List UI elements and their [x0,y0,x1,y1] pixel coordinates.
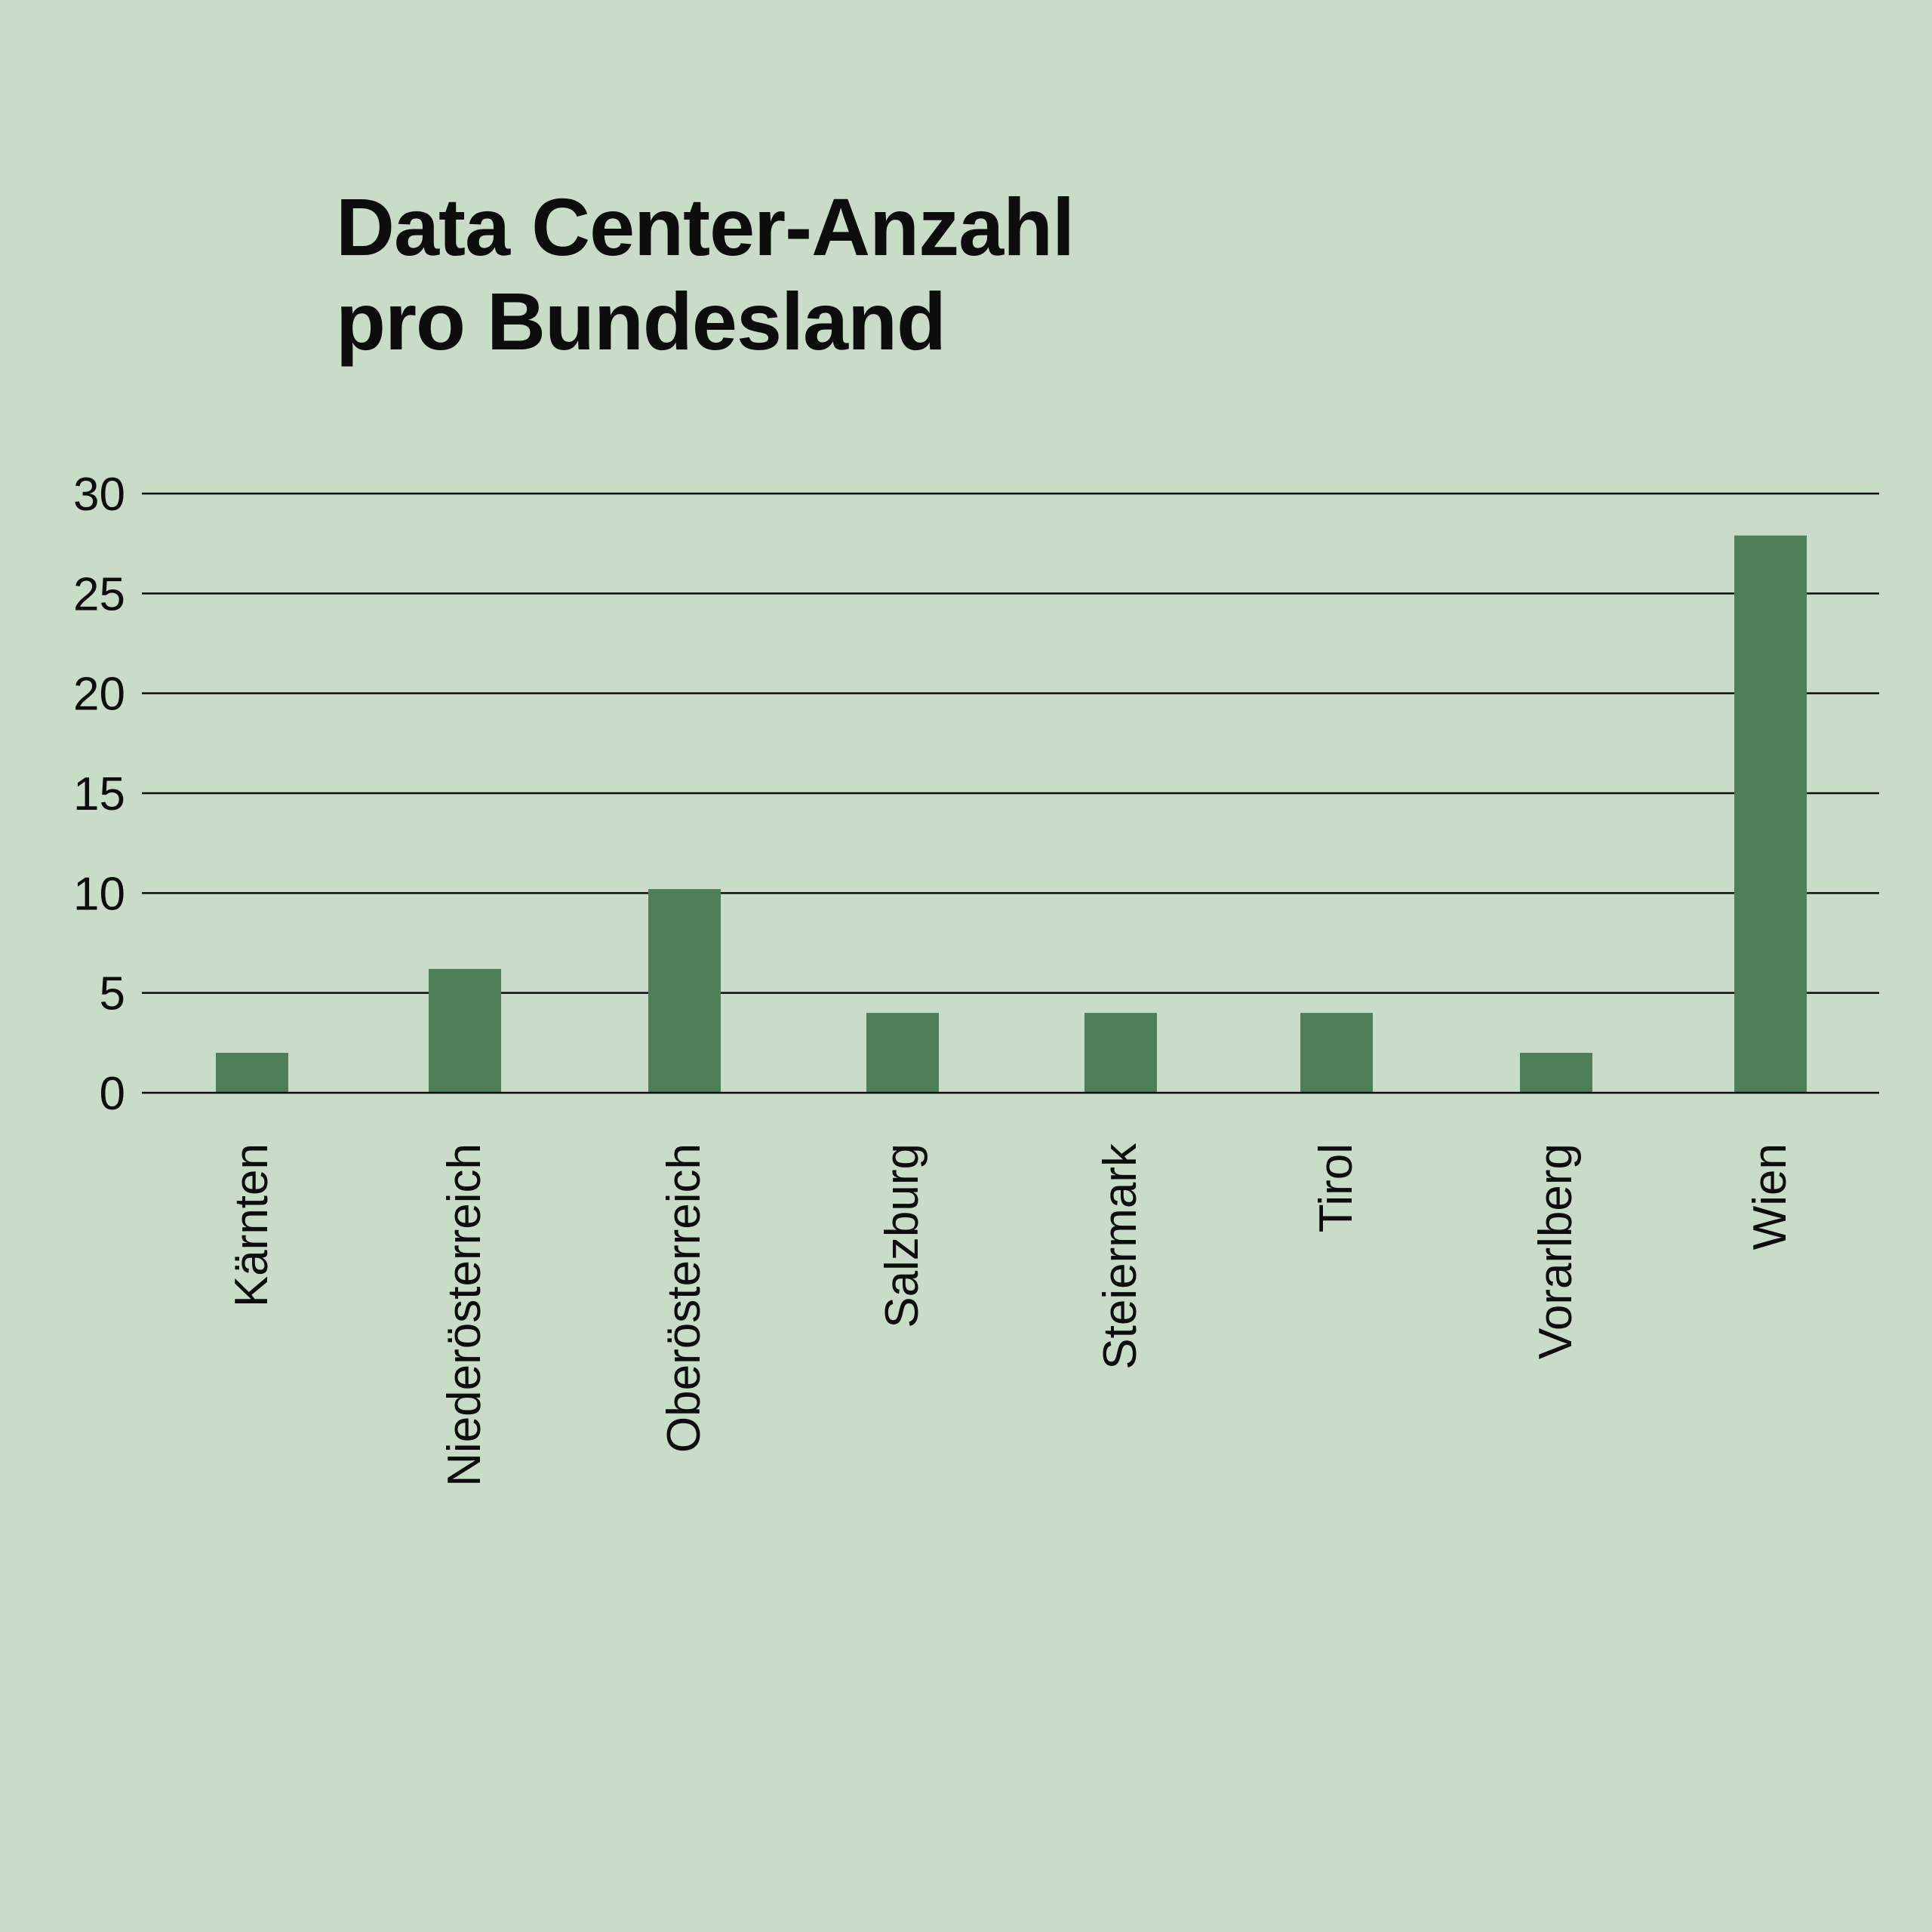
y-tick-label-30: 30 [73,469,125,521]
y-tick-label-0: 0 [100,1068,125,1120]
bar-wien [1734,535,1807,1093]
bars [216,535,1807,1093]
bar-salzburg [866,1013,939,1093]
x-axis-category-labels: Kärnten Niederösterreich Oberösterreich Sal… [226,1143,1796,1487]
bar-tirol [1300,1013,1373,1093]
y-tick-label-5: 5 [100,968,125,1020]
chart-title-line-2: pro Bundesland [336,275,946,367]
bar-vorarlberg [1520,1053,1592,1093]
gridlines [142,492,1879,994]
bar-niedersterreich [429,968,501,1093]
x-category-label-steiermark: Steiermark [1094,1143,1146,1370]
x-category-label-niedersterreich: Niederösterreich [438,1143,491,1487]
y-tick-label-10: 10 [73,868,125,920]
y-tick-label-25: 25 [73,568,125,620]
y-tick-label-15: 15 [73,768,125,820]
chart-title: Data Center-Anzahl pro Bundesland [336,180,1075,368]
x-category-label-tirol: Tirol [1310,1143,1362,1232]
x-category-label-obersterreich: Oberösterreich [658,1143,710,1453]
bar-krnten [216,1053,288,1093]
y-axis-tick-labels: 0 5 10 15 20 25 30 [73,469,125,1120]
x-category-label-salzburg: Salzburg [876,1143,928,1328]
y-tick-label-20: 20 [73,669,125,721]
x-category-label-wien: Wien [1744,1143,1796,1250]
x-category-label-krnten: Kärnten [226,1143,278,1307]
bar-steiermark [1084,1013,1157,1093]
chart-title-line-1: Data Center-Anzahl [336,181,1075,272]
x-category-label-vorarlberg: Vorarlberg [1530,1143,1582,1359]
bar-obersterreich [648,889,721,1093]
